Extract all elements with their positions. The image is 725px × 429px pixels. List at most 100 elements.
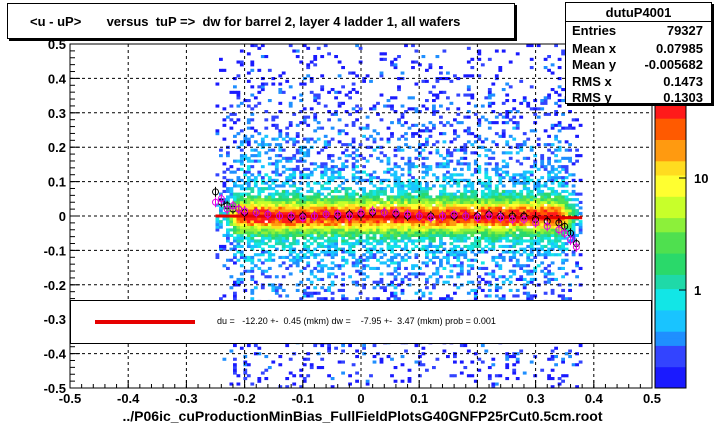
heatmap-cell [571,225,576,229]
heatmap-cell [491,82,496,86]
heatmap-cell [257,258,262,262]
heatmap-cell [386,200,391,204]
heatmap-cell [397,195,401,199]
heatmap-cell [522,228,527,232]
heatmap-cell [264,82,269,86]
heatmap-cell [547,357,551,361]
heatmap-cell [480,181,485,185]
heatmap-cell [278,203,283,207]
heatmap-cell [383,222,387,226]
heatmap-cell [246,143,251,147]
heatmap-cell [459,156,464,160]
heatmap-cell [547,228,551,232]
heatmap-cell [536,236,541,240]
heatmap-cell [466,211,471,215]
heatmap-cell [494,255,499,259]
heatmap-cell [243,99,248,103]
heatmap-cell [386,198,391,202]
heatmap-cell [379,189,384,193]
heatmap-cell [295,209,300,213]
heatmap-cell [299,173,304,177]
heatmap-cell [285,377,290,381]
heatmap-cell [306,291,311,295]
heatmap-cell [487,121,492,125]
heatmap-cell [498,236,503,240]
heatmap-cell [564,247,569,251]
heatmap-cell [456,184,461,188]
heatmap-cell [278,255,283,259]
heatmap-cell [470,264,475,268]
heatmap-cell [281,231,286,235]
heatmap-cell [299,222,304,226]
heatmap-cell [498,173,503,177]
heatmap-cell [285,209,290,213]
heatmap-cell [306,63,311,67]
heatmap-cell [414,264,419,268]
heatmap-cell [362,272,366,276]
heatmap-cell [243,368,248,372]
heatmap-cell [491,110,496,114]
heatmap-cell [233,253,237,257]
heatmap-cell [250,236,255,240]
heatmap-cell [372,225,377,229]
heatmap-cell [393,162,398,166]
heatmap-cell [425,261,429,265]
heatmap-cell [246,104,251,108]
heatmap-cell [540,156,545,160]
heatmap-cell [316,165,321,169]
heatmap-cell [421,261,426,265]
colorbar-segment [655,288,686,297]
heatmap-cell [547,200,551,204]
heatmap-cell [355,110,359,114]
heatmap-cell [281,244,286,248]
heatmap-cell [407,377,412,381]
heatmap-cell [358,198,363,202]
heatmap-cell [435,176,440,180]
heatmap-cell [383,228,387,232]
heatmap-cell [243,255,248,259]
heatmap-cell [397,181,401,185]
heatmap-cell [407,167,412,171]
heatmap-cell [397,220,401,224]
heatmap-cell [484,170,489,174]
heatmap-cell [501,220,506,224]
heatmap-cell [533,184,538,188]
heatmap-cell [536,181,541,185]
heatmap-cell [512,239,517,243]
heatmap-cell [480,222,485,226]
heatmap-cell [264,377,269,381]
heatmap-cell [547,377,551,381]
heatmap-cell [330,266,335,270]
colorbar-segment [655,182,686,190]
heatmap-cell [243,363,248,367]
heatmap-cell [348,192,352,196]
heatmap-cell [229,165,234,169]
heatmap-cell [302,379,307,383]
heatmap-cell [529,206,534,210]
heatmap-cell [515,288,520,292]
heatmap-cell [386,355,391,359]
heatmap-cell [362,346,366,350]
heatmap-cell [239,272,244,276]
heatmap-cell [418,203,422,207]
heatmap-cell [379,203,384,207]
heatmap-cell [358,255,363,259]
heatmap-cell [365,123,370,127]
heatmap-cell [411,222,415,226]
heatmap-cell [295,253,300,257]
heatmap-cell [239,280,244,284]
heatmap-cell [522,170,527,174]
heatmap-cell [484,266,489,270]
heatmap-cell [536,206,541,210]
heatmap-cell [407,203,412,207]
heatmap-cell [557,283,562,287]
heatmap-cell [351,121,356,125]
heatmap-cell [526,239,531,243]
heatmap-cell [313,181,318,185]
heatmap-cell [309,203,314,207]
colorbar-segment [655,189,686,197]
heatmap-cell [515,203,520,207]
heatmap-cell [351,242,356,246]
heatmap-cell [564,184,569,188]
heatmap-cell [508,189,513,193]
